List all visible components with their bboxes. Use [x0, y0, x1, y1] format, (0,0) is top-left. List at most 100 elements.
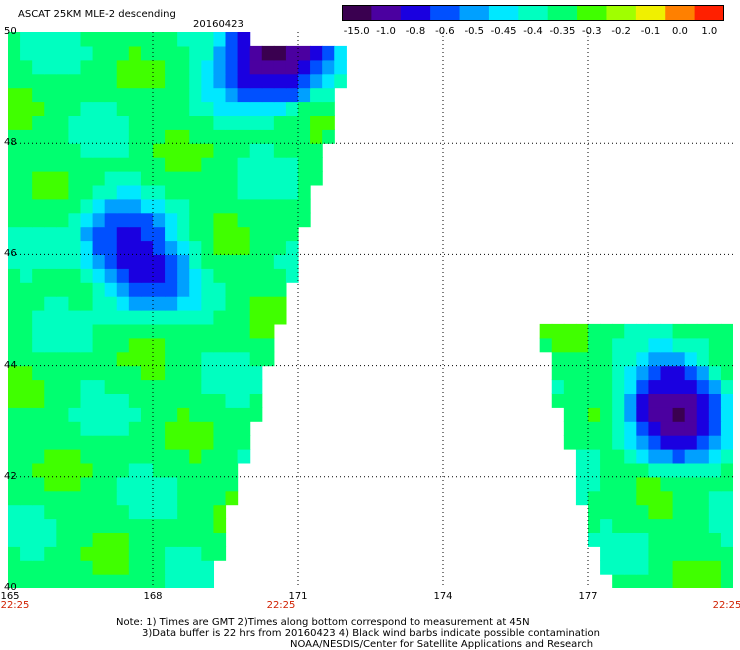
heatmap-cell	[8, 32, 21, 47]
heatmap-cell	[80, 560, 94, 575]
heatmap-cell	[684, 490, 698, 506]
heatmap-cell	[684, 351, 698, 367]
heatmap-cell	[92, 365, 106, 381]
heatmap-cell	[153, 351, 166, 367]
heatmap-cell	[56, 184, 70, 200]
heatmap-cell	[660, 393, 674, 408]
heatmap-cell	[273, 282, 287, 297]
heatmap-cell	[44, 393, 57, 408]
heatmap-cell	[68, 198, 82, 214]
heatmap-cell	[213, 254, 227, 269]
heatmap-cell	[44, 351, 57, 367]
heatmap-cell	[56, 310, 70, 325]
heatmap-cell	[684, 379, 698, 394]
heatmap-cell	[648, 490, 662, 506]
heatmap-cell	[225, 407, 239, 422]
heatmap-cell	[684, 504, 698, 520]
heatmap-cell	[624, 476, 637, 492]
heatmap-cell	[165, 282, 178, 297]
colorbar-label: -0.6	[435, 26, 455, 37]
colorbar-label: -0.8	[405, 26, 426, 37]
heatmap-cell	[20, 449, 33, 464]
heatmap-cell	[273, 184, 287, 200]
heatmap-cell	[624, 323, 637, 339]
heatmap-cell	[116, 574, 130, 588]
heatmap-cell	[8, 198, 21, 214]
heatmap-cell	[225, 198, 239, 214]
heatmap-cell	[720, 532, 733, 547]
heatmap-cell	[261, 184, 275, 200]
heatmap-cell	[80, 171, 94, 186]
heatmap-cell	[104, 435, 118, 450]
heatmap-cell	[165, 198, 178, 214]
heatmap-cell	[44, 574, 57, 588]
heatmap-cell	[140, 157, 154, 172]
heatmap-cell	[165, 351, 178, 367]
heatmap-cell	[285, 115, 299, 130]
heatmap-cell	[298, 45, 311, 61]
heatmap-cell	[92, 240, 106, 255]
heatmap-cell	[310, 73, 323, 89]
heatmap-cell	[153, 296, 166, 311]
heatmap-cell	[20, 407, 33, 422]
heatmap-cell	[80, 198, 94, 214]
heatmap-cell	[56, 282, 70, 297]
heatmap-cell	[213, 365, 227, 381]
heatmap-cell	[237, 198, 251, 214]
heatmap-cell	[249, 296, 263, 311]
heatmap-cell	[104, 212, 118, 228]
heatmap-cell	[104, 351, 118, 367]
time-label-middle: 22:25	[266, 600, 296, 611]
heatmap-cell	[189, 337, 202, 353]
heatmap-cell	[684, 574, 698, 588]
heatmap-cell	[20, 198, 33, 214]
heatmap-cell	[285, 157, 299, 172]
heatmap-cell	[104, 393, 118, 408]
heatmap-cell	[249, 351, 263, 367]
heatmap-cell	[213, 226, 227, 242]
heatmap-cell	[189, 379, 202, 394]
heatmap-cell	[600, 490, 613, 506]
heatmap-cell	[177, 393, 190, 408]
heatmap-cell	[225, 73, 239, 89]
y-tick-label: 46	[4, 248, 17, 260]
heatmap-cell	[237, 379, 251, 394]
heatmap-cell	[213, 351, 227, 367]
heatmap-cell	[708, 421, 722, 436]
heatmap-cell	[32, 73, 45, 89]
heatmap-cell	[80, 449, 94, 464]
heatmap-cell	[56, 449, 70, 464]
heatmap-cell	[68, 115, 82, 130]
heatmap-cell	[696, 323, 710, 339]
heatmap-cell	[140, 254, 154, 269]
heatmap-cell	[273, 101, 287, 116]
heatmap-cell	[80, 143, 94, 158]
heatmap-cell	[189, 282, 202, 297]
heatmap-cell	[672, 449, 686, 464]
heatmap-cell	[213, 323, 227, 339]
heatmap-cell	[660, 337, 674, 353]
heatmap-cell	[310, 171, 323, 186]
heatmap-cell	[563, 407, 577, 422]
heatmap-cell	[237, 115, 251, 130]
heatmap-cell	[225, 240, 239, 255]
heatmap-cell	[8, 226, 21, 242]
heatmap-cell	[600, 351, 613, 367]
heatmap-cell	[201, 87, 215, 103]
heatmap-cell	[225, 476, 239, 492]
heatmap-cell	[8, 143, 21, 158]
heatmap-cell	[612, 379, 625, 394]
heatmap-cell	[165, 323, 178, 339]
heatmap-cell	[128, 504, 142, 520]
heatmap-cell	[551, 379, 565, 394]
heatmap-cell	[612, 323, 625, 339]
heatmap-cell	[44, 560, 57, 575]
heatmap-cell	[32, 435, 45, 450]
heatmap-cell	[128, 184, 142, 200]
heatmap-cell	[612, 365, 625, 381]
heatmap-cell	[68, 184, 82, 200]
heatmap-cell	[153, 574, 166, 588]
heatmap-cells	[8, 32, 733, 588]
heatmap-cell	[140, 490, 154, 506]
heatmap-cell	[20, 504, 33, 520]
